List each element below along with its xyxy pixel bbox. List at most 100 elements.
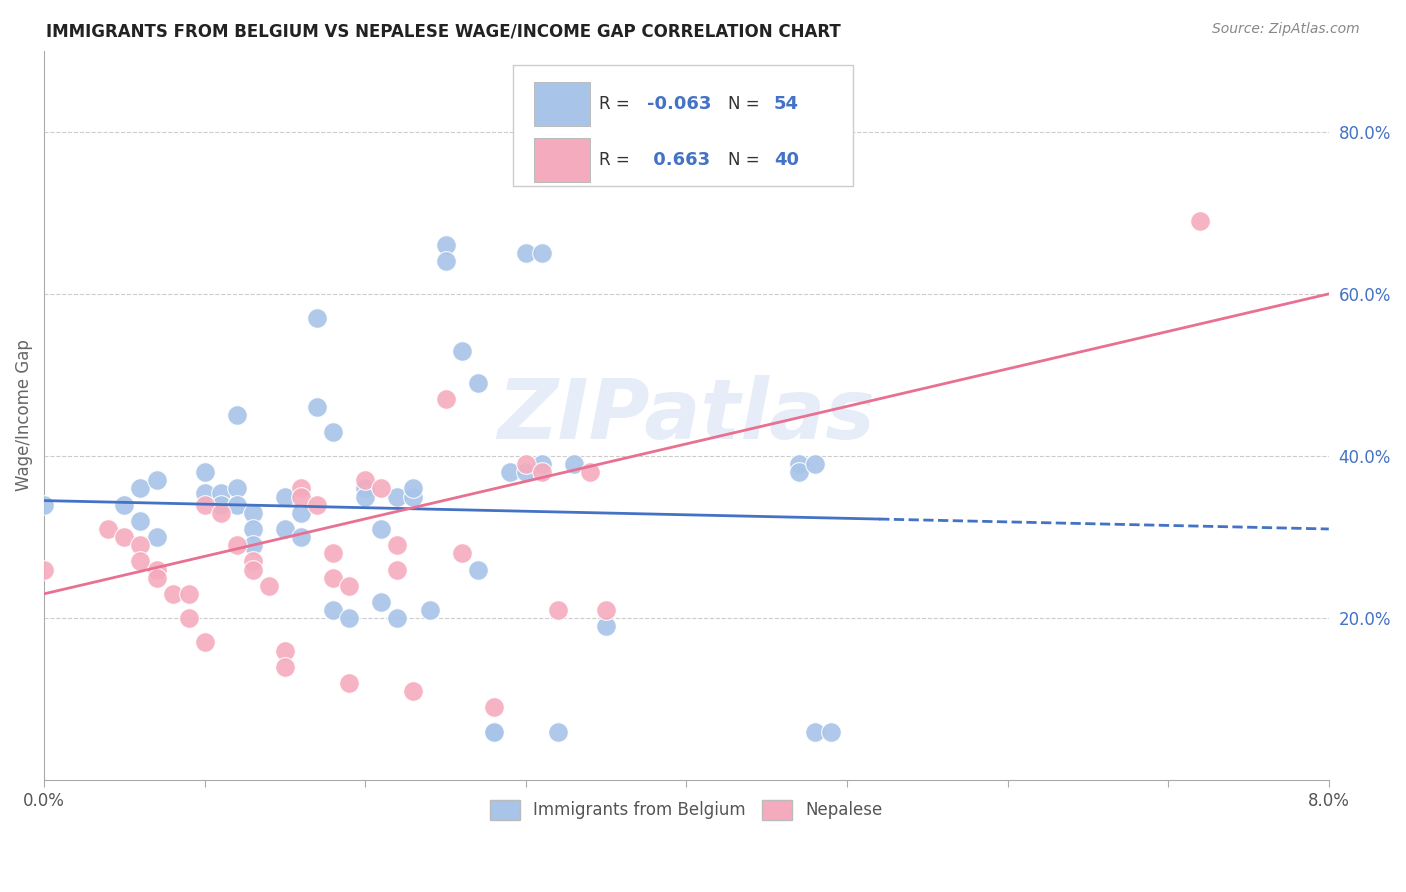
Point: [274, 643, 297, 657]
Point: [242, 506, 264, 520]
Point: [194, 635, 217, 649]
Point: [482, 700, 505, 714]
Point: [530, 465, 553, 479]
Point: [274, 490, 297, 504]
Point: [434, 254, 457, 268]
Point: [32, 562, 55, 576]
Point: [547, 603, 569, 617]
Point: [129, 482, 152, 496]
Point: [162, 587, 184, 601]
Text: N =: N =: [727, 95, 765, 113]
Point: [274, 660, 297, 674]
Point: [307, 401, 329, 415]
Point: [322, 603, 344, 617]
Point: [547, 724, 569, 739]
Text: 40: 40: [773, 151, 799, 169]
Point: [274, 522, 297, 536]
Point: [290, 490, 312, 504]
Text: R =: R =: [599, 95, 636, 113]
Point: [225, 538, 247, 552]
Text: R =: R =: [599, 151, 636, 169]
Point: [194, 465, 217, 479]
Point: [145, 562, 167, 576]
Point: [1189, 214, 1212, 228]
Point: [177, 587, 200, 601]
Point: [257, 579, 280, 593]
Point: [209, 498, 232, 512]
Point: [322, 425, 344, 439]
Point: [402, 684, 425, 698]
Legend: Immigrants from Belgium, Nepalese: Immigrants from Belgium, Nepalese: [484, 793, 890, 827]
Point: [402, 482, 425, 496]
Point: [387, 538, 409, 552]
Point: [467, 376, 489, 390]
Point: [579, 465, 602, 479]
Point: [209, 506, 232, 520]
Point: [322, 571, 344, 585]
Point: [515, 457, 537, 471]
Point: [787, 465, 810, 479]
Text: -0.063: -0.063: [647, 95, 711, 113]
Text: 54: 54: [773, 95, 799, 113]
Point: [562, 457, 585, 471]
Point: [337, 611, 360, 625]
Point: [482, 724, 505, 739]
Point: [145, 474, 167, 488]
Point: [515, 465, 537, 479]
Point: [482, 724, 505, 739]
Point: [434, 238, 457, 252]
Point: [177, 611, 200, 625]
Point: [290, 530, 312, 544]
Point: [145, 530, 167, 544]
Point: [307, 311, 329, 326]
Point: [194, 498, 217, 512]
Point: [209, 485, 232, 500]
Point: [467, 562, 489, 576]
Point: [804, 457, 827, 471]
Point: [418, 603, 440, 617]
Point: [290, 482, 312, 496]
Point: [370, 522, 392, 536]
Point: [402, 490, 425, 504]
Point: [387, 611, 409, 625]
FancyBboxPatch shape: [533, 138, 591, 182]
Point: [337, 579, 360, 593]
Point: [450, 343, 472, 358]
Point: [530, 246, 553, 260]
Text: Source: ZipAtlas.com: Source: ZipAtlas.com: [1212, 22, 1360, 37]
Point: [225, 409, 247, 423]
Point: [787, 457, 810, 471]
Point: [242, 522, 264, 536]
Point: [387, 562, 409, 576]
Point: [820, 724, 842, 739]
Point: [112, 530, 135, 544]
Text: IMMIGRANTS FROM BELGIUM VS NEPALESE WAGE/INCOME GAP CORRELATION CHART: IMMIGRANTS FROM BELGIUM VS NEPALESE WAGE…: [46, 22, 841, 40]
Point: [129, 554, 152, 568]
Point: [337, 676, 360, 690]
Point: [225, 498, 247, 512]
Point: [354, 474, 377, 488]
Point: [370, 482, 392, 496]
Point: [450, 546, 472, 560]
Point: [499, 465, 522, 479]
Point: [129, 538, 152, 552]
Y-axis label: Wage/Income Gap: Wage/Income Gap: [15, 340, 32, 491]
Point: [515, 246, 537, 260]
Point: [112, 498, 135, 512]
Text: 0.663: 0.663: [647, 151, 710, 169]
Point: [242, 538, 264, 552]
Point: [97, 522, 120, 536]
FancyBboxPatch shape: [533, 82, 591, 126]
Point: [354, 482, 377, 496]
Text: N =: N =: [727, 151, 765, 169]
Text: ZIPatlas: ZIPatlas: [498, 375, 876, 456]
Point: [370, 595, 392, 609]
Point: [322, 546, 344, 560]
Point: [595, 603, 617, 617]
Point: [804, 724, 827, 739]
Point: [194, 485, 217, 500]
Point: [242, 562, 264, 576]
Point: [225, 482, 247, 496]
Point: [145, 571, 167, 585]
Point: [242, 554, 264, 568]
